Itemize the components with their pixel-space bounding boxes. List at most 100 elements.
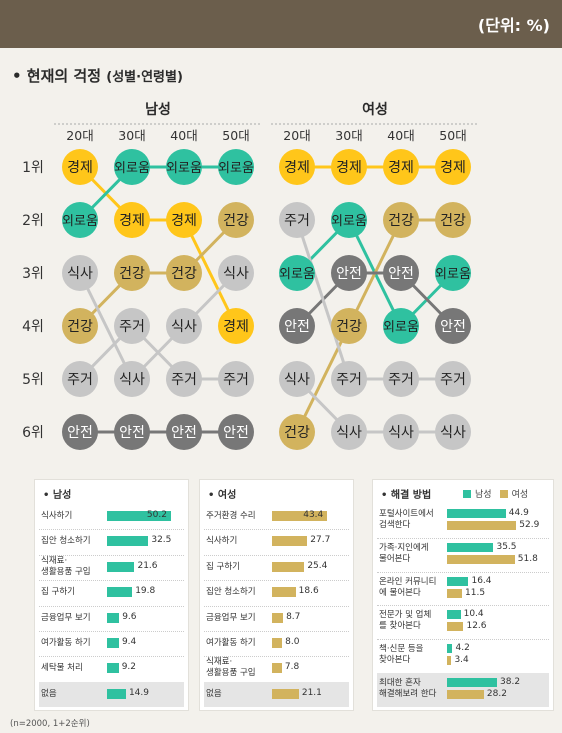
rank-bubble xyxy=(166,308,202,344)
rank-bubble-label: 외로움 xyxy=(114,161,150,176)
bar xyxy=(107,612,120,623)
bar-value-label: 28.2 xyxy=(486,689,507,699)
row-separator xyxy=(204,580,349,582)
bar xyxy=(447,656,452,666)
rank-bubble-label: 외로움 xyxy=(218,161,254,176)
row-separator xyxy=(204,605,349,607)
age-label: 40대 xyxy=(387,128,414,143)
bar xyxy=(447,509,506,518)
rank-bubble xyxy=(114,361,150,397)
rank-bubble xyxy=(435,308,471,344)
bar-row: 식사하기 27.7 xyxy=(204,529,349,554)
rank-bubble-label: 식사 xyxy=(223,266,249,282)
legend-swatch-male xyxy=(463,489,471,498)
rank-bubble-label: 주거 xyxy=(119,319,145,335)
bar-category-label: 주거환경 수리 xyxy=(206,511,256,521)
rank-bubble-label: 외로움 xyxy=(383,320,419,335)
rank-bubble xyxy=(62,308,98,344)
bar-value-label: 19.8 xyxy=(135,586,156,597)
bar xyxy=(447,690,484,699)
rank-bubble xyxy=(114,308,150,344)
bar-row: 집안 청소하기 18.6 xyxy=(204,580,349,605)
rank-bubble xyxy=(279,255,315,291)
solution-legend: 남성 여성 xyxy=(463,487,528,500)
rank-bubble-label: 건강 xyxy=(336,319,362,335)
rank-bubble-label: 식사 xyxy=(284,372,310,388)
bar xyxy=(107,638,119,648)
rank-bubble-label: 안전 xyxy=(284,319,310,335)
rank-bubble xyxy=(331,202,367,238)
row-separator xyxy=(39,554,184,556)
bar-value-label: 8.7 xyxy=(286,611,301,622)
bar-category-label: 금융업무 보기 xyxy=(206,612,256,623)
bar-row: 없음 14.9 xyxy=(39,681,184,708)
rank-bubble xyxy=(383,414,419,450)
bar-category-label: 여가활동 하기 xyxy=(41,638,91,648)
rank-bubble xyxy=(435,414,471,450)
row-separator xyxy=(204,529,349,531)
bar-row: 여가활동 하기 8.0 xyxy=(204,631,349,656)
rank-bubble-label: 안전 xyxy=(119,425,145,441)
bar xyxy=(272,663,282,674)
male-bar-panel: • 남성 식사하기 50.2 집안 청소하기 32.5 식재료· 생활용품 구입 21.6… xyxy=(34,479,189,711)
bar xyxy=(447,610,461,620)
section-title: • 현재의 걱정 (성별·연령별) xyxy=(12,65,183,86)
rank-bubble xyxy=(114,255,150,291)
rank-bubble xyxy=(331,255,367,291)
bar-category-label: 집안 청소하기 xyxy=(206,587,256,598)
bar-row: 온라인 커뮤니티 에 물어본다 16.4 11.5 xyxy=(377,572,549,606)
bar-category-label: 온라인 커뮤니티 에 물어본다 xyxy=(379,576,437,598)
rank-bubble xyxy=(114,414,150,450)
rank-bubble xyxy=(218,149,254,185)
bar-category-label: 식사하기 xyxy=(41,511,73,521)
header-bar: (단위: %) xyxy=(0,0,562,48)
rank-bubble-label: 주거 xyxy=(171,372,197,388)
rank-bubble xyxy=(435,202,471,238)
row-separator xyxy=(377,571,549,573)
male-panel-title: • 남성 xyxy=(43,490,72,501)
rank-bubble-label: 주거 xyxy=(284,213,310,229)
bar-row: 식재료· 생활용품 구입 7.8 xyxy=(204,656,349,681)
rank-bubble xyxy=(166,414,202,450)
rank-bubble-label: 주거 xyxy=(440,372,466,388)
bar-category-label: 식재료· 생활용품 구입 xyxy=(41,555,91,577)
rank-bubble-label: 외로움 xyxy=(331,214,367,229)
rank-bubble-label: 외로움 xyxy=(435,267,471,282)
bar-value-label: 38.2 xyxy=(500,677,521,687)
bar-row: 없음 21.1 xyxy=(204,681,349,708)
connector-line xyxy=(182,219,238,327)
rank-bubble-label: 경제 xyxy=(67,160,93,176)
solution-bar-panel: • 해결 방법 남성 여성 포털사이트에서 검색한다 44.9 52.9 가족·지인에… xyxy=(372,479,554,711)
bar-value-label: 7.8 xyxy=(284,662,300,673)
bar-category-label: 집안 청소하기 xyxy=(41,536,91,547)
group-title: 여성 xyxy=(362,101,388,118)
bar xyxy=(272,587,296,598)
rank-bubble-label: 안전 xyxy=(336,266,362,282)
bar xyxy=(107,561,135,572)
bar xyxy=(272,612,284,623)
rank-bubble xyxy=(383,255,419,291)
rank-bubble-label: 주거 xyxy=(336,372,362,388)
rank-bubble-label: 경제 xyxy=(171,213,197,229)
solution-panel-title: • 해결 방법 xyxy=(381,490,432,501)
rank-bubble-label: 주거 xyxy=(67,372,93,388)
rank-bubble xyxy=(62,202,98,238)
bar-value-label: 9.6 xyxy=(122,611,137,622)
bar-value-label: 27.7 xyxy=(310,535,331,546)
rank-bubble xyxy=(383,149,419,185)
rank-bubble-label: 건강 xyxy=(284,425,310,441)
bar-value-label: 21.6 xyxy=(137,560,158,571)
rank-bubble-label: 외로움 xyxy=(279,267,315,282)
age-label: 50대 xyxy=(222,128,249,143)
rank-bubble xyxy=(331,414,367,450)
bar xyxy=(107,688,126,699)
rank-bubble-label: 식사 xyxy=(440,425,466,441)
bar xyxy=(272,561,305,572)
bar-value-label: 52.9 xyxy=(519,520,540,530)
row-separator xyxy=(39,656,184,658)
bar-row: 집 구하기 19.8 xyxy=(39,580,184,605)
bar-category-label: 포털사이트에서 검색한다 xyxy=(379,509,434,530)
rank-label: 3위 xyxy=(22,266,44,282)
bar-value-label: 12.6 xyxy=(466,621,487,632)
bar-category-label: 없음 xyxy=(206,688,222,699)
